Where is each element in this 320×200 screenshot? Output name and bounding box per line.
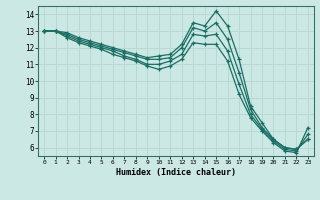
X-axis label: Humidex (Indice chaleur): Humidex (Indice chaleur) — [116, 168, 236, 177]
